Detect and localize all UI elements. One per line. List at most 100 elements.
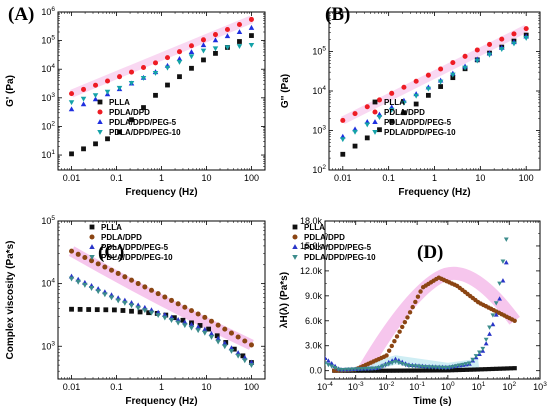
data-point: [140, 64, 147, 71]
legend-item-pdla-dpd: PDLA/DPD: [372, 108, 425, 117]
y-tick-label: 104: [312, 85, 326, 96]
legend-marker: [372, 129, 378, 135]
data-point: [426, 365, 432, 370]
data-point: [490, 313, 496, 318]
highlight-band: [341, 25, 528, 124]
y-tick-label: 0.0: [309, 366, 322, 376]
x-tick-label: 1: [432, 173, 437, 183]
data-point: [248, 16, 254, 22]
x-tick-label: 100: [519, 173, 534, 183]
legend: PLLAPDLA/DPDPDLA/DPD/PEG-5PDLA/DPD/PEG-1…: [372, 98, 456, 137]
legend-marker: [89, 224, 95, 230]
data-point: [224, 26, 230, 33]
x-tick-label: 100: [441, 381, 455, 392]
data-point: [487, 325, 492, 330]
y-tick-label: 103: [312, 125, 326, 136]
x-tick-label: 10-4: [317, 381, 333, 392]
data-point: [248, 24, 255, 30]
data-point: [372, 366, 378, 371]
data-point: [419, 364, 425, 370]
data-point: [68, 276, 75, 282]
x-tick-label: 0.01: [334, 173, 352, 183]
legend-item-pdla-dpd-peg-10: PDLA/DPD/PEG-10: [292, 253, 376, 262]
data-point: [180, 317, 186, 323]
data-point: [197, 323, 203, 328]
data-point: [486, 366, 492, 372]
x-tick-label: 1: [159, 382, 164, 392]
legend-marker: [372, 119, 378, 125]
data-point: [235, 334, 241, 340]
y-tick-label: 104: [41, 278, 55, 289]
y-axis-title: G' (Pa): [5, 75, 16, 107]
data-point: [470, 357, 476, 363]
y-axis: 103 104 105: [41, 215, 265, 372]
data-point: [212, 46, 219, 52]
highlight-band: [70, 15, 253, 98]
data-point: [329, 361, 335, 366]
data-point: [402, 368, 407, 373]
data-point: [449, 368, 455, 373]
chart-panel-a: 0.01 0.1 1 10 100 101 102 103 104 105 106 Frequency…: [5, 4, 266, 198]
x-tick-label: 0.1: [382, 173, 395, 183]
data-point: [332, 365, 338, 371]
y-axis-title: Complex viscosity (Pa*s): [5, 241, 16, 360]
data-point: [523, 26, 529, 32]
data-point: [152, 60, 159, 66]
data-point: [396, 360, 402, 366]
data-point: [472, 367, 477, 372]
data-point: [486, 41, 493, 47]
legend-label: PDLA/DPD/PEG-10: [109, 128, 181, 137]
legend-item-pdla-dpd-peg-10: PDLA/DPD/PEG-10: [372, 128, 456, 137]
data-point: [329, 364, 335, 369]
legend-marker: [97, 99, 103, 105]
data-point: [206, 326, 212, 332]
data-point: [401, 110, 407, 116]
data-point: [222, 326, 228, 332]
data-point: [339, 367, 345, 373]
legend-item-pdla-dpd: PDLA/DPD: [292, 233, 345, 242]
y-axis: 101 102 103 104 105 106: [41, 6, 265, 167]
data-point: [88, 286, 95, 291]
data-point: [171, 315, 177, 321]
data-point: [164, 55, 171, 61]
data-point: [480, 346, 486, 352]
data-point: [176, 49, 183, 55]
data-point: [141, 105, 146, 110]
data-point: [503, 237, 509, 242]
data-point: [208, 330, 215, 336]
data-point: [416, 364, 422, 369]
data-point: [188, 308, 195, 314]
y-tick-label: 3.0k: [305, 341, 323, 351]
data-point: [182, 304, 188, 310]
data-point: [111, 307, 117, 313]
series-pdla-dpd: [69, 248, 254, 348]
data-point: [405, 315, 410, 320]
x-tick-label: 0.01: [63, 382, 81, 392]
data-point: [162, 315, 168, 321]
data-point: [248, 363, 255, 368]
data-point: [182, 323, 188, 329]
data-point: [362, 366, 368, 372]
y-tick-label: 102: [41, 120, 55, 131]
legend-label: PDLA/DPD/PEG-10: [384, 128, 456, 137]
legend-item-plla: PLLA: [292, 223, 325, 232]
data-point: [372, 368, 377, 373]
legend-item-pdla-dpd-peg-5: PDLA/DPD/PEG-5: [89, 243, 169, 252]
data-point: [500, 278, 506, 283]
data-point: [105, 136, 110, 142]
data-point: [389, 118, 395, 124]
data-point: [413, 93, 419, 99]
x-tick-label: 0.01: [63, 173, 81, 183]
data-point: [142, 284, 148, 290]
x-tick-label: 0.1: [110, 173, 123, 183]
data-point: [69, 248, 75, 254]
legend-label: PLLA: [384, 98, 405, 107]
data-point: [407, 310, 413, 315]
y-tick-label: 12.0k: [300, 266, 323, 276]
data-point: [388, 107, 395, 113]
data-point: [200, 37, 207, 43]
data-point: [386, 362, 392, 367]
data-point: [460, 362, 466, 368]
data-point: [440, 365, 445, 371]
legend-label: PDLA/DPD/PEG-5: [384, 118, 452, 127]
